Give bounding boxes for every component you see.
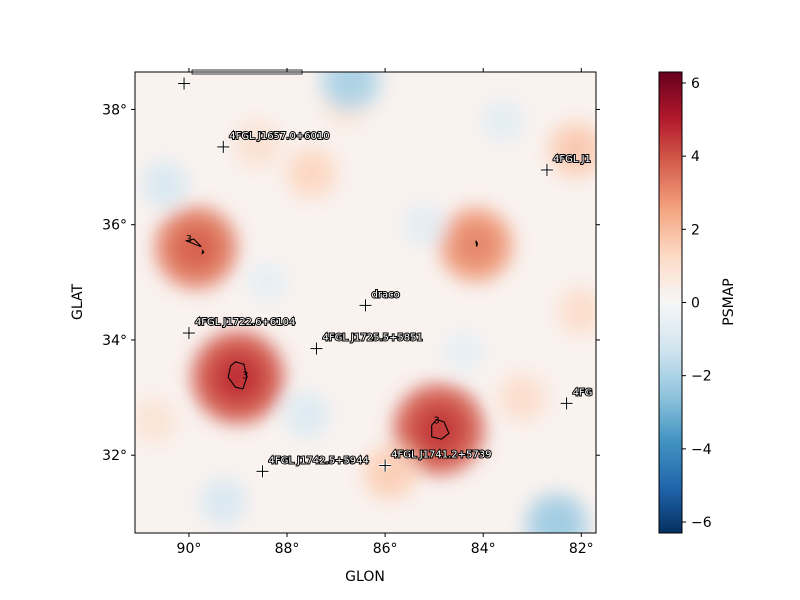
contour-line — [201, 248, 205, 255]
colorbar-tick-label: −2 — [691, 369, 712, 385]
y-tick-label: 38° — [102, 102, 127, 118]
colorbar: 6 4 2 0 −2 −4 −6 PSMAP — [658, 71, 737, 534]
colorbar-gradient — [658, 71, 683, 534]
y-tick-label: 34° — [102, 333, 127, 349]
x-tick-label: 82° — [569, 541, 594, 557]
deficit-core — [333, 72, 368, 98]
colorbar-tick-label: −6 — [691, 515, 712, 531]
source-marker — [178, 77, 191, 90]
colorbar-ticks: 6 4 2 0 −2 −4 −6 — [682, 76, 712, 531]
colorbar-tick-label: −4 — [691, 442, 712, 458]
source-label: 4FGL J1 — [553, 154, 591, 165]
source-label: 4FGL J1742.5+5944 — [269, 455, 369, 466]
excess-core — [567, 297, 596, 325]
excess-core — [414, 404, 464, 455]
deficit-core — [209, 487, 237, 515]
y-tick-label: 36° — [102, 218, 127, 234]
excess-core — [455, 224, 497, 266]
deficit-core — [293, 401, 320, 428]
excess-core — [244, 130, 271, 158]
colorbar-tick-label: 6 — [691, 76, 700, 92]
colorbar-tick-label: 2 — [691, 222, 700, 238]
deficit-core — [412, 212, 437, 237]
source-label: 4FGL J1722.6+6104 — [195, 317, 295, 328]
source-label: 4FGL J1657.0+6010 — [229, 131, 329, 142]
source-marker — [379, 459, 392, 472]
x-tick-label: 88° — [275, 541, 300, 557]
contour-level-label: 3 — [242, 371, 248, 382]
deficit-core — [539, 506, 575, 533]
heat-layer — [135, 72, 596, 533]
source-marker — [182, 327, 195, 340]
excess-core — [374, 457, 406, 488]
y-tick-label: 32° — [102, 448, 127, 464]
source-marker — [359, 299, 372, 312]
contour-level-label: 3 — [186, 234, 192, 245]
x-tick-label: 84° — [471, 541, 496, 557]
colorbar-tick-label: 0 — [691, 296, 700, 312]
contour-line — [475, 240, 478, 247]
excess-core — [173, 225, 219, 271]
x-tick-label: 86° — [373, 541, 398, 557]
colorbar-label: PSMAP — [721, 278, 737, 325]
tick-layer: 90° 88° 86° 84° 82° 32° 34° 36° 38° — [102, 68, 600, 557]
colorbar-tick-label: 4 — [691, 149, 700, 165]
x-tick-label: 90° — [177, 541, 202, 557]
contour-level-label: 3 — [433, 416, 439, 427]
source-marker — [540, 163, 553, 176]
map-panel: 3 3 3 4FGL J1657.0+6010 4FGL J1 draco 4FGL J1… — [70, 68, 600, 585]
source-marker — [256, 465, 269, 478]
source-label: 4FGL J1725.5+5851 — [322, 333, 422, 344]
contour-line — [184, 238, 202, 248]
source-label: draco — [372, 289, 400, 300]
source-marker — [560, 397, 573, 410]
x-axis-label: GLON — [345, 569, 385, 585]
map-frame — [134, 71, 597, 534]
source-marker — [217, 140, 230, 153]
y-axis-label: GLAT — [70, 284, 86, 320]
excess-core — [297, 158, 327, 188]
contour-layer: 3 3 3 — [184, 234, 478, 440]
deficit-core — [490, 108, 516, 134]
contour-line — [431, 418, 450, 440]
excess-core — [141, 407, 168, 434]
deficit-core — [151, 171, 178, 198]
excess-core — [508, 383, 537, 412]
excess-core — [212, 352, 264, 403]
source-marker — [310, 342, 323, 355]
contour-line — [227, 361, 248, 390]
deficit-core — [451, 339, 476, 364]
source-label: 4FG — [573, 387, 593, 398]
source-label: 4FGL J1741.2+5739 — [391, 450, 491, 461]
excess-core — [560, 134, 593, 166]
deficit-core — [255, 270, 280, 295]
